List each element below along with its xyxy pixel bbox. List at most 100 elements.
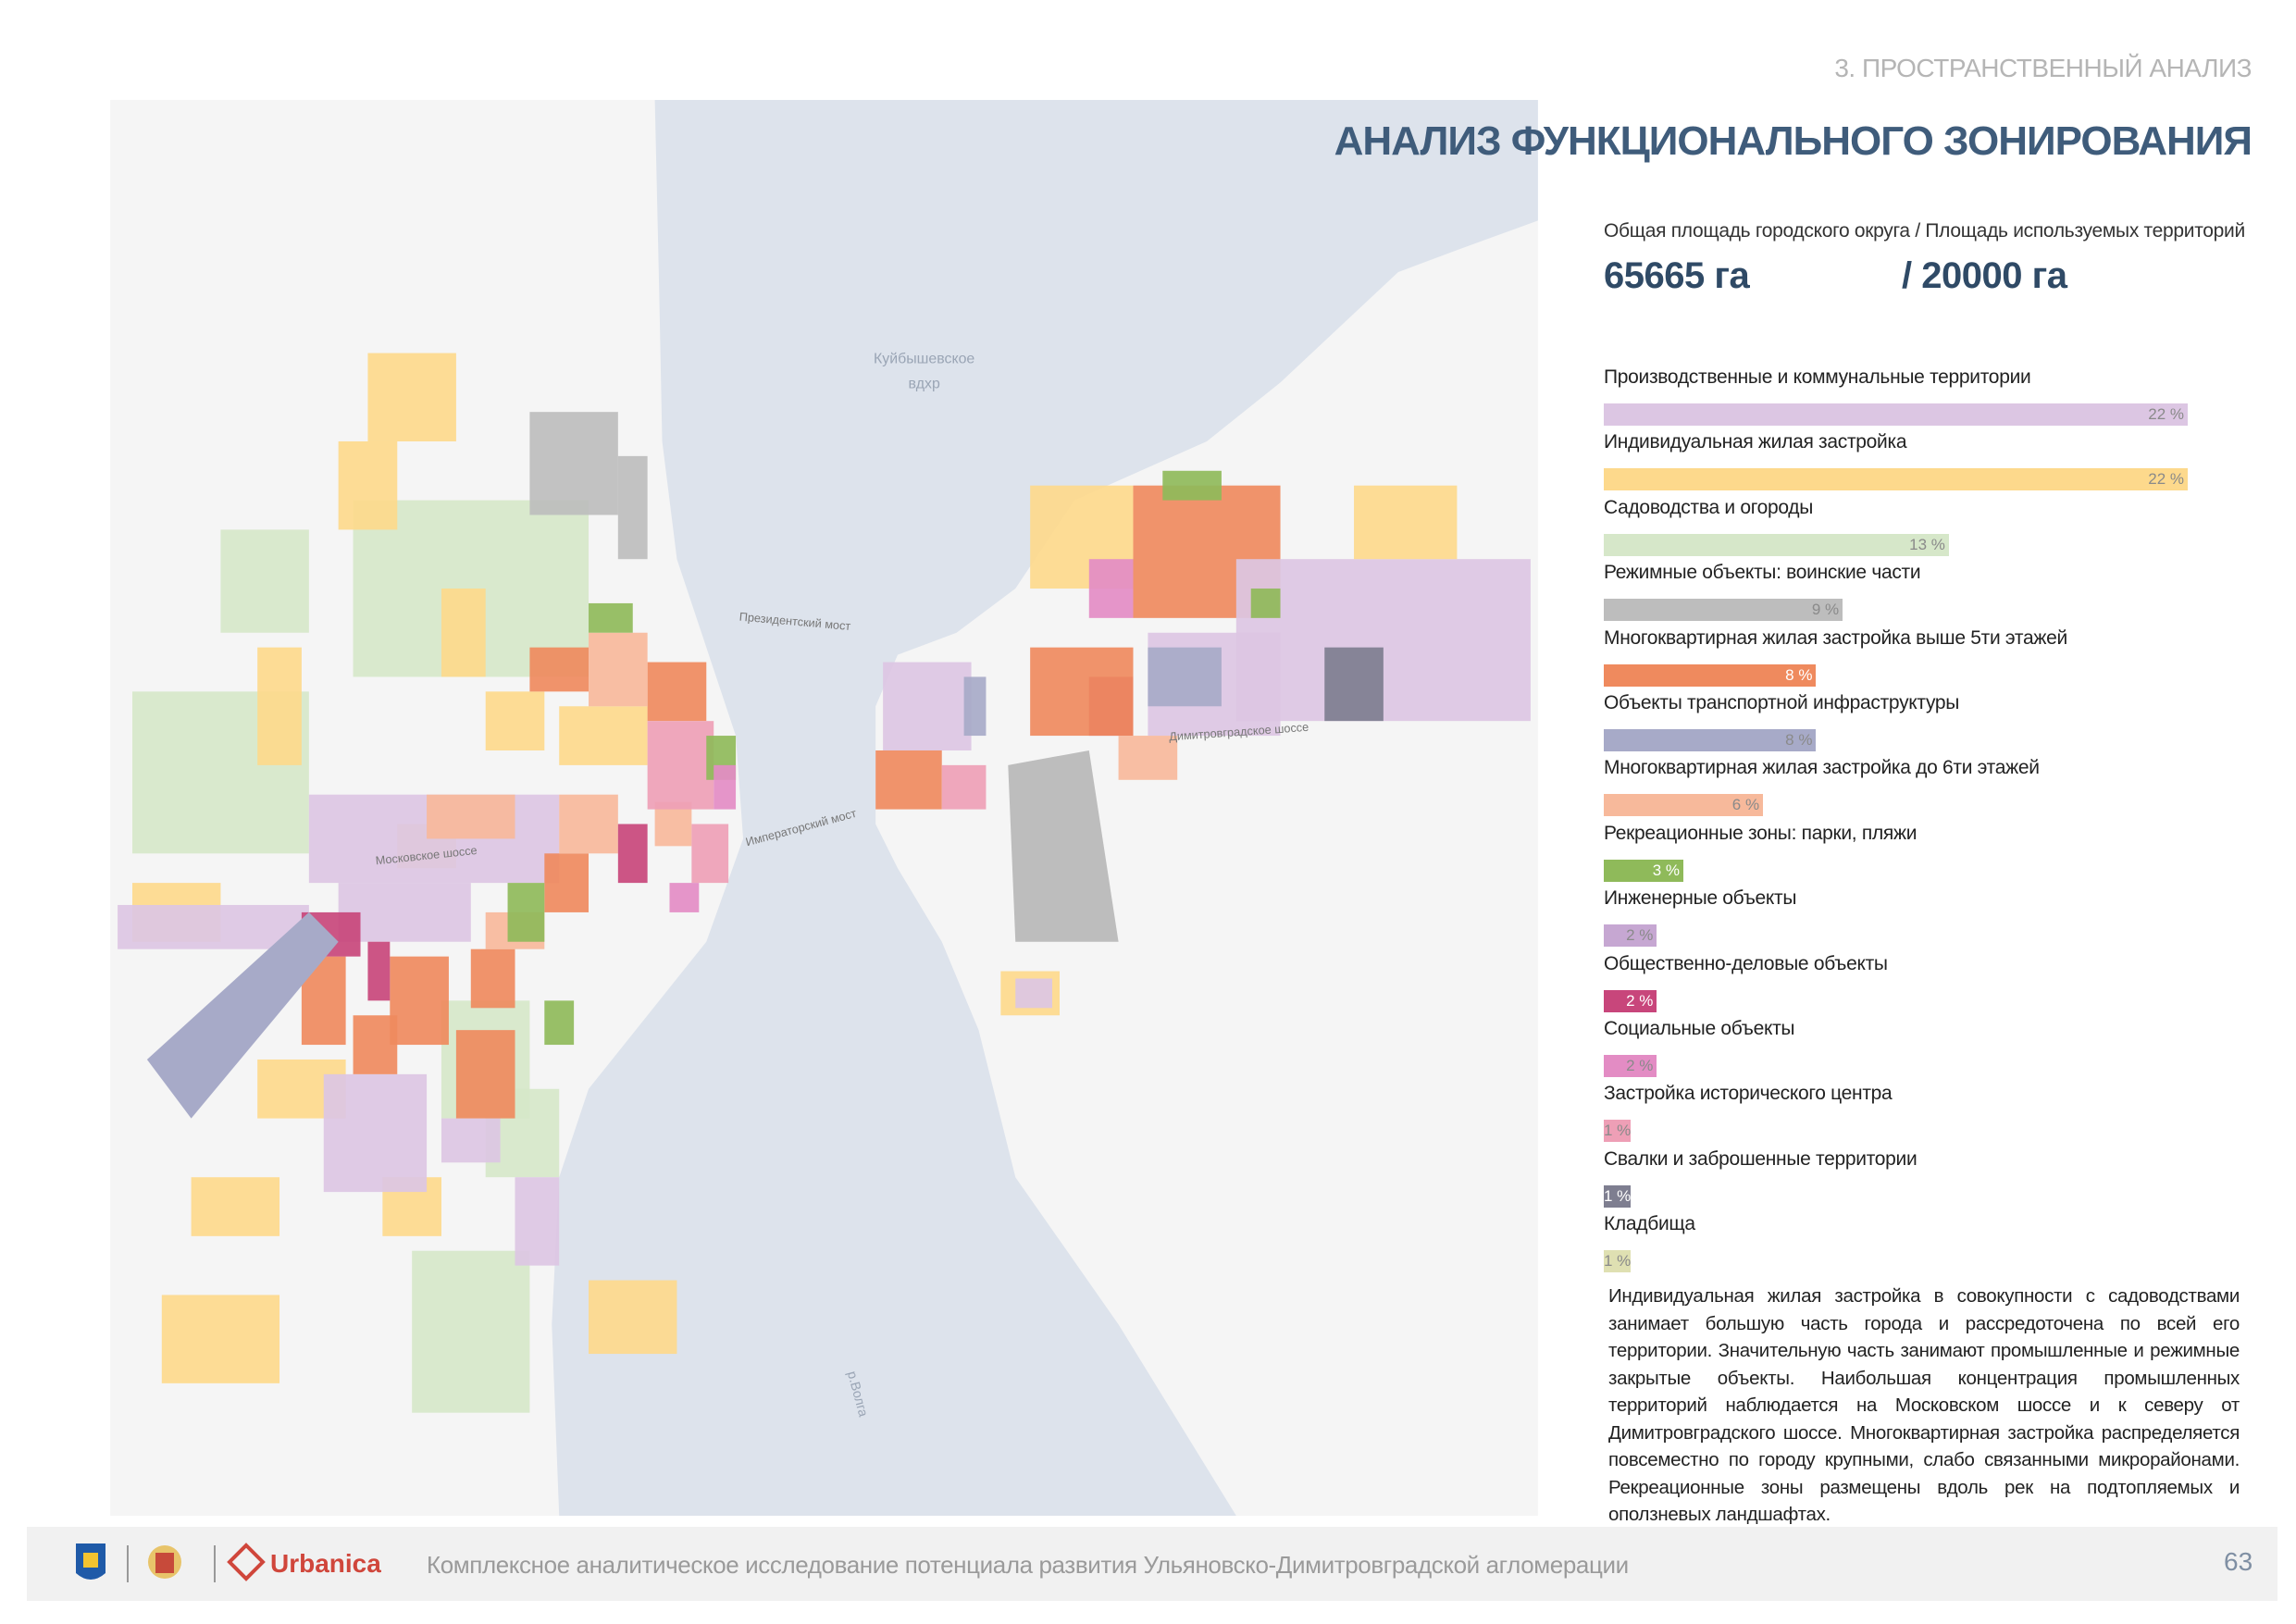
logos [76,1543,266,1582]
zone [507,883,545,942]
category-label: Рекреационные зоны: парки, пляжи [1604,822,1917,844]
area-label: Общая площадь городского округа / Площад… [1604,220,2245,242]
value-label: 22 % [2148,405,2184,423]
description: Индивидуальная жилая застройка в совокуп… [1608,1285,2240,1525]
bar [1604,599,1843,622]
category-label: Режимные объекты: воинские части [1604,562,1921,584]
map-label: вдхр [908,377,939,392]
zone [544,853,590,912]
logo-detail [155,1553,174,1573]
category-label: Инженерные объекты [1604,887,1797,910]
bar [1604,729,1817,751]
category-label: Индивидуальная жилая застройка [1604,431,1907,453]
category-label: Свалки и заброшенные территории [1604,1147,1917,1170]
zone [617,455,648,560]
category-label: Садоводства и огороды [1604,496,1814,518]
brand: Urbanica [270,1549,381,1578]
value-label: 1 % [1604,1186,1632,1205]
zone [589,602,633,633]
river [552,100,1538,1516]
bar [1604,403,2188,426]
bar [1604,989,1657,1012]
footer [27,1527,2277,1601]
zone [1250,589,1281,618]
zone [544,1000,575,1046]
zone [1118,736,1178,780]
zone [161,1295,280,1383]
bar [1604,1055,1657,1077]
zone [617,824,648,884]
zone [323,1073,428,1193]
zone [1148,647,1222,707]
zone [367,353,456,441]
zone [412,1250,530,1413]
bar [1604,924,1657,948]
zone [647,662,707,722]
zone [1015,978,1053,1009]
zone [1008,750,1119,942]
zone [883,662,972,750]
logo-mark [227,1543,266,1581]
category-label: Кладбища [1604,1213,1695,1235]
zone [529,647,590,692]
map: Куйбышевское вдхр Президентский мост Имп… [110,100,1538,1516]
zone [589,1280,677,1355]
zone [390,956,449,1046]
zone [367,941,391,1001]
value-label: 3 % [1652,861,1681,879]
page-number: 63 [2224,1547,2253,1576]
category-label: Социальные объекты [1604,1018,1795,1039]
zone [441,1118,501,1163]
bar [1604,1120,1631,1143]
value-label: 2 % [1626,991,1654,1010]
category-label: Общественно-деловые объекты [1604,952,1888,974]
zone [529,412,618,515]
value-label: 2 % [1626,1057,1654,1074]
bar [1604,663,1817,687]
logo-detail [83,1553,98,1568]
zone [338,883,471,942]
category-label: Застройка исторического центра [1604,1083,1893,1105]
zone [191,1177,280,1236]
bar [1604,859,1684,882]
footer-caption: Комплексное аналитическое исследование п… [427,1551,1629,1579]
category-label: Многоквартирная жилая застройка выше 5ти… [1604,626,2067,649]
zone [515,1177,560,1266]
page-title: АНАЛИЗ ФУНКЦИОНАЛЬНОГО ЗОНИРОВАНИЯ [1334,118,2253,164]
zone [875,750,942,810]
zone [470,948,515,1009]
zone [559,794,618,854]
zone [427,794,515,839]
zone [1235,559,1531,722]
zone [257,647,302,765]
category-label: Производственные и коммунальные территор… [1604,366,2031,388]
zone [691,824,729,884]
zone [485,691,545,750]
category-label: Объекты транспортной инфраструктуры [1604,692,1960,713]
bar [1604,794,1764,817]
zone [353,1015,398,1074]
zone [455,1030,515,1119]
category-label: Многоквартирная жилая застройка до 6ти э… [1604,757,2040,779]
value-label: 8 % [1785,731,1813,749]
zones [118,353,1531,1413]
zone [589,632,648,707]
value-label: 2 % [1626,926,1654,945]
zone [941,764,987,810]
value-label: 1 % [1604,1252,1632,1271]
area-used: / 20000 га [1902,255,2067,296]
bar [1604,1250,1631,1273]
zone [963,676,987,737]
bar [1604,533,1949,556]
bar [1604,1184,1631,1208]
area-total: 65665 га [1604,255,1750,296]
zone [1354,485,1458,560]
value-label: 22 % [2148,470,2184,489]
zone [559,706,648,765]
zone [1088,559,1134,618]
zone [146,911,339,1119]
zone [338,440,398,530]
zone [220,529,309,633]
zone [714,764,737,810]
